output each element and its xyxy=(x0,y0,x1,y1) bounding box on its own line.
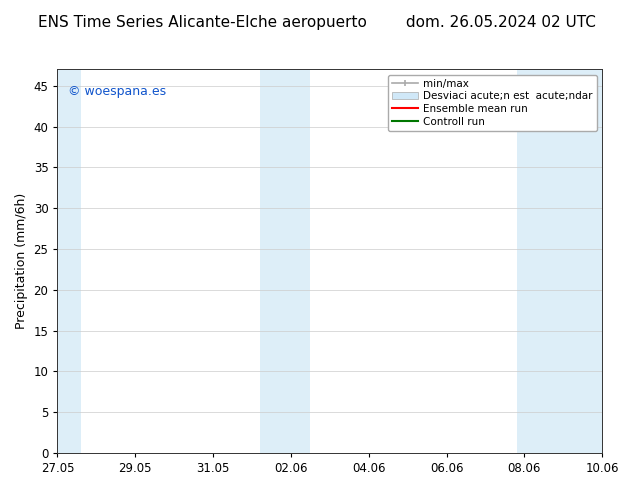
Text: © woespana.es: © woespana.es xyxy=(68,85,167,98)
Text: ENS Time Series Alicante-Elche aeropuerto        dom. 26.05.2024 02 UTC: ENS Time Series Alicante-Elche aeropuert… xyxy=(38,15,596,30)
Bar xyxy=(260,70,311,453)
Bar xyxy=(517,70,606,453)
Legend: min/max, Desviaci acute;n est  acute;ndar, Ensemble mean run, Controll run: min/max, Desviaci acute;n est acute;ndar… xyxy=(388,74,597,131)
Y-axis label: Precipitation (mm/6h): Precipitation (mm/6h) xyxy=(15,193,28,329)
Bar xyxy=(53,70,81,453)
